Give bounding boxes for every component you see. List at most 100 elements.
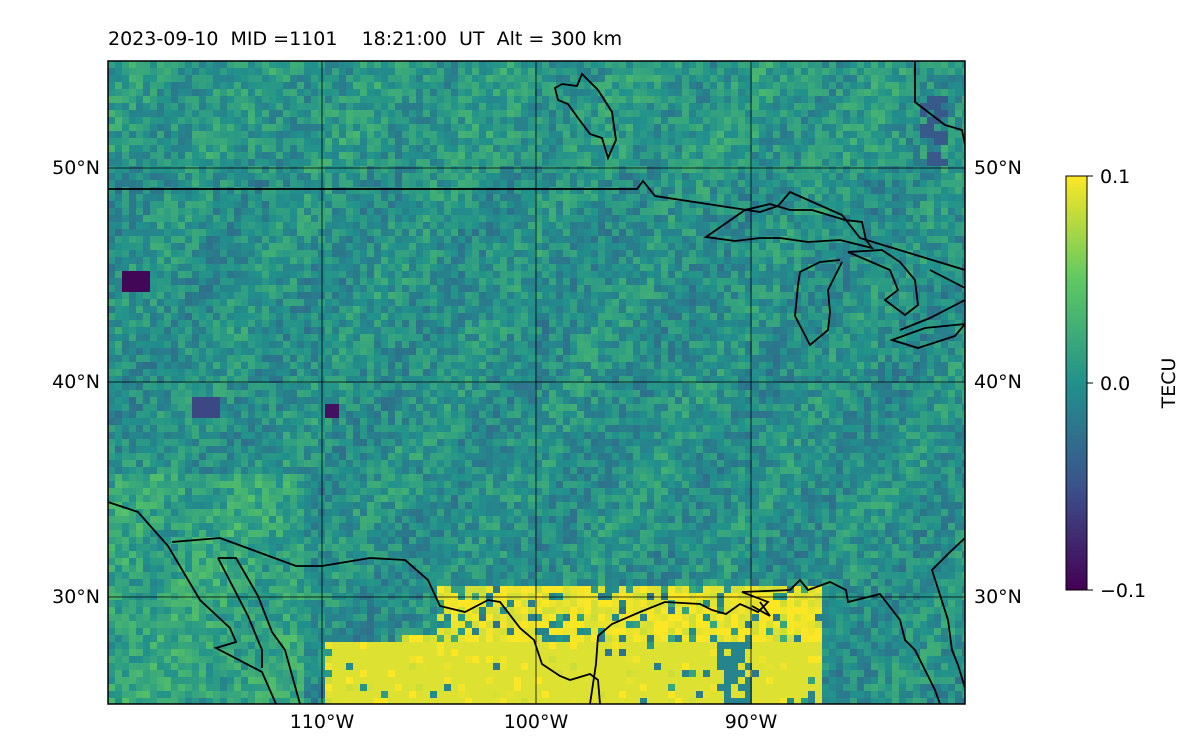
tec-cell bbox=[507, 320, 514, 327]
tec-cell bbox=[843, 306, 850, 313]
tec-cell bbox=[339, 278, 346, 285]
tec-cell bbox=[360, 320, 367, 327]
tec-cell bbox=[276, 194, 283, 201]
tec-cell bbox=[255, 250, 262, 257]
tec-cell bbox=[381, 96, 388, 103]
tec-cell bbox=[521, 327, 528, 334]
tec-cell bbox=[605, 208, 612, 215]
tec-cell bbox=[395, 96, 402, 103]
tec-cell bbox=[458, 264, 465, 271]
tec-cell bbox=[136, 306, 143, 313]
tec-cell bbox=[822, 208, 829, 215]
tec-cell bbox=[689, 236, 696, 243]
tec-cell bbox=[920, 250, 927, 257]
tec-cell bbox=[416, 68, 423, 75]
tec-cell bbox=[829, 159, 836, 166]
tec-cell bbox=[724, 194, 731, 201]
tec-cell bbox=[472, 299, 479, 306]
tec-cell bbox=[738, 201, 745, 208]
tec-cell bbox=[479, 131, 486, 138]
tec-cell bbox=[248, 264, 255, 271]
tec-cell bbox=[185, 152, 192, 159]
tec-cell bbox=[171, 159, 178, 166]
tec-cell bbox=[577, 145, 584, 152]
tec-cell bbox=[927, 68, 934, 75]
tec-cell bbox=[388, 334, 395, 341]
tec-cell bbox=[689, 145, 696, 152]
tec-cell bbox=[563, 215, 570, 222]
tec-cell bbox=[353, 271, 360, 278]
tec-cell bbox=[738, 257, 745, 264]
tec-cell bbox=[311, 341, 318, 348]
tec-cell bbox=[752, 110, 759, 117]
tec-cell bbox=[178, 96, 185, 103]
tec-cell bbox=[444, 299, 451, 306]
tec-cell bbox=[542, 180, 549, 187]
tec-cell bbox=[815, 166, 822, 173]
tec-cell bbox=[647, 159, 654, 166]
tec-cell bbox=[171, 173, 178, 180]
tec-cell bbox=[157, 110, 164, 117]
tec-cell bbox=[262, 180, 269, 187]
tec-cell bbox=[948, 292, 955, 299]
tec-cell bbox=[626, 327, 633, 334]
tec-cell bbox=[640, 145, 647, 152]
tec-cell bbox=[451, 117, 458, 124]
tec-cell bbox=[549, 68, 556, 75]
tec-cell bbox=[654, 285, 661, 292]
tec-cell bbox=[577, 250, 584, 257]
tec-cell bbox=[416, 145, 423, 152]
tec-cell bbox=[451, 68, 458, 75]
tec-cell bbox=[346, 215, 353, 222]
tec-cell bbox=[143, 271, 150, 278]
tec-cell bbox=[878, 229, 885, 236]
tec-cell bbox=[178, 180, 185, 187]
tec-cell bbox=[150, 124, 157, 131]
tec-cell bbox=[920, 131, 927, 138]
tec-cell bbox=[808, 208, 815, 215]
tec-cell bbox=[843, 327, 850, 334]
tec-cell bbox=[304, 145, 311, 152]
tec-cell bbox=[752, 96, 759, 103]
tec-cell bbox=[864, 82, 871, 89]
tec-cell bbox=[150, 103, 157, 110]
tec-cell bbox=[843, 152, 850, 159]
tec-cell bbox=[570, 68, 577, 75]
tec-cell bbox=[549, 334, 556, 341]
tec-cell bbox=[528, 229, 535, 236]
tec-cell bbox=[801, 278, 808, 285]
tec-cell bbox=[409, 194, 416, 201]
tec-cell bbox=[717, 61, 724, 68]
tec-cell bbox=[892, 327, 899, 334]
tec-cell bbox=[689, 313, 696, 320]
tec-cell bbox=[913, 61, 920, 68]
tec-cell bbox=[535, 327, 542, 334]
tec-cell bbox=[381, 89, 388, 96]
tec-cell bbox=[402, 180, 409, 187]
tec-cell bbox=[745, 320, 752, 327]
tec-cell bbox=[535, 215, 542, 222]
tec-cell bbox=[458, 117, 465, 124]
tec-cell bbox=[549, 75, 556, 82]
tec-cell bbox=[283, 89, 290, 96]
tec-cell bbox=[199, 341, 206, 348]
tec-cell bbox=[255, 215, 262, 222]
tec-cell bbox=[766, 187, 773, 194]
tec-cell bbox=[297, 166, 304, 173]
tec-cell bbox=[311, 208, 318, 215]
tec-cell bbox=[878, 264, 885, 271]
tec-cell bbox=[696, 208, 703, 215]
tec-cell bbox=[304, 103, 311, 110]
tec-cell bbox=[220, 271, 227, 278]
tec-cell bbox=[836, 166, 843, 173]
tec-cell bbox=[556, 117, 563, 124]
tec-cell bbox=[416, 89, 423, 96]
tec-cell bbox=[290, 117, 297, 124]
tec-cell bbox=[227, 306, 234, 313]
tec-cell bbox=[773, 103, 780, 110]
tec-cell bbox=[626, 75, 633, 82]
tec-cell bbox=[556, 229, 563, 236]
tec-cell bbox=[885, 75, 892, 82]
tec-cell bbox=[353, 180, 360, 187]
tec-cell bbox=[255, 96, 262, 103]
